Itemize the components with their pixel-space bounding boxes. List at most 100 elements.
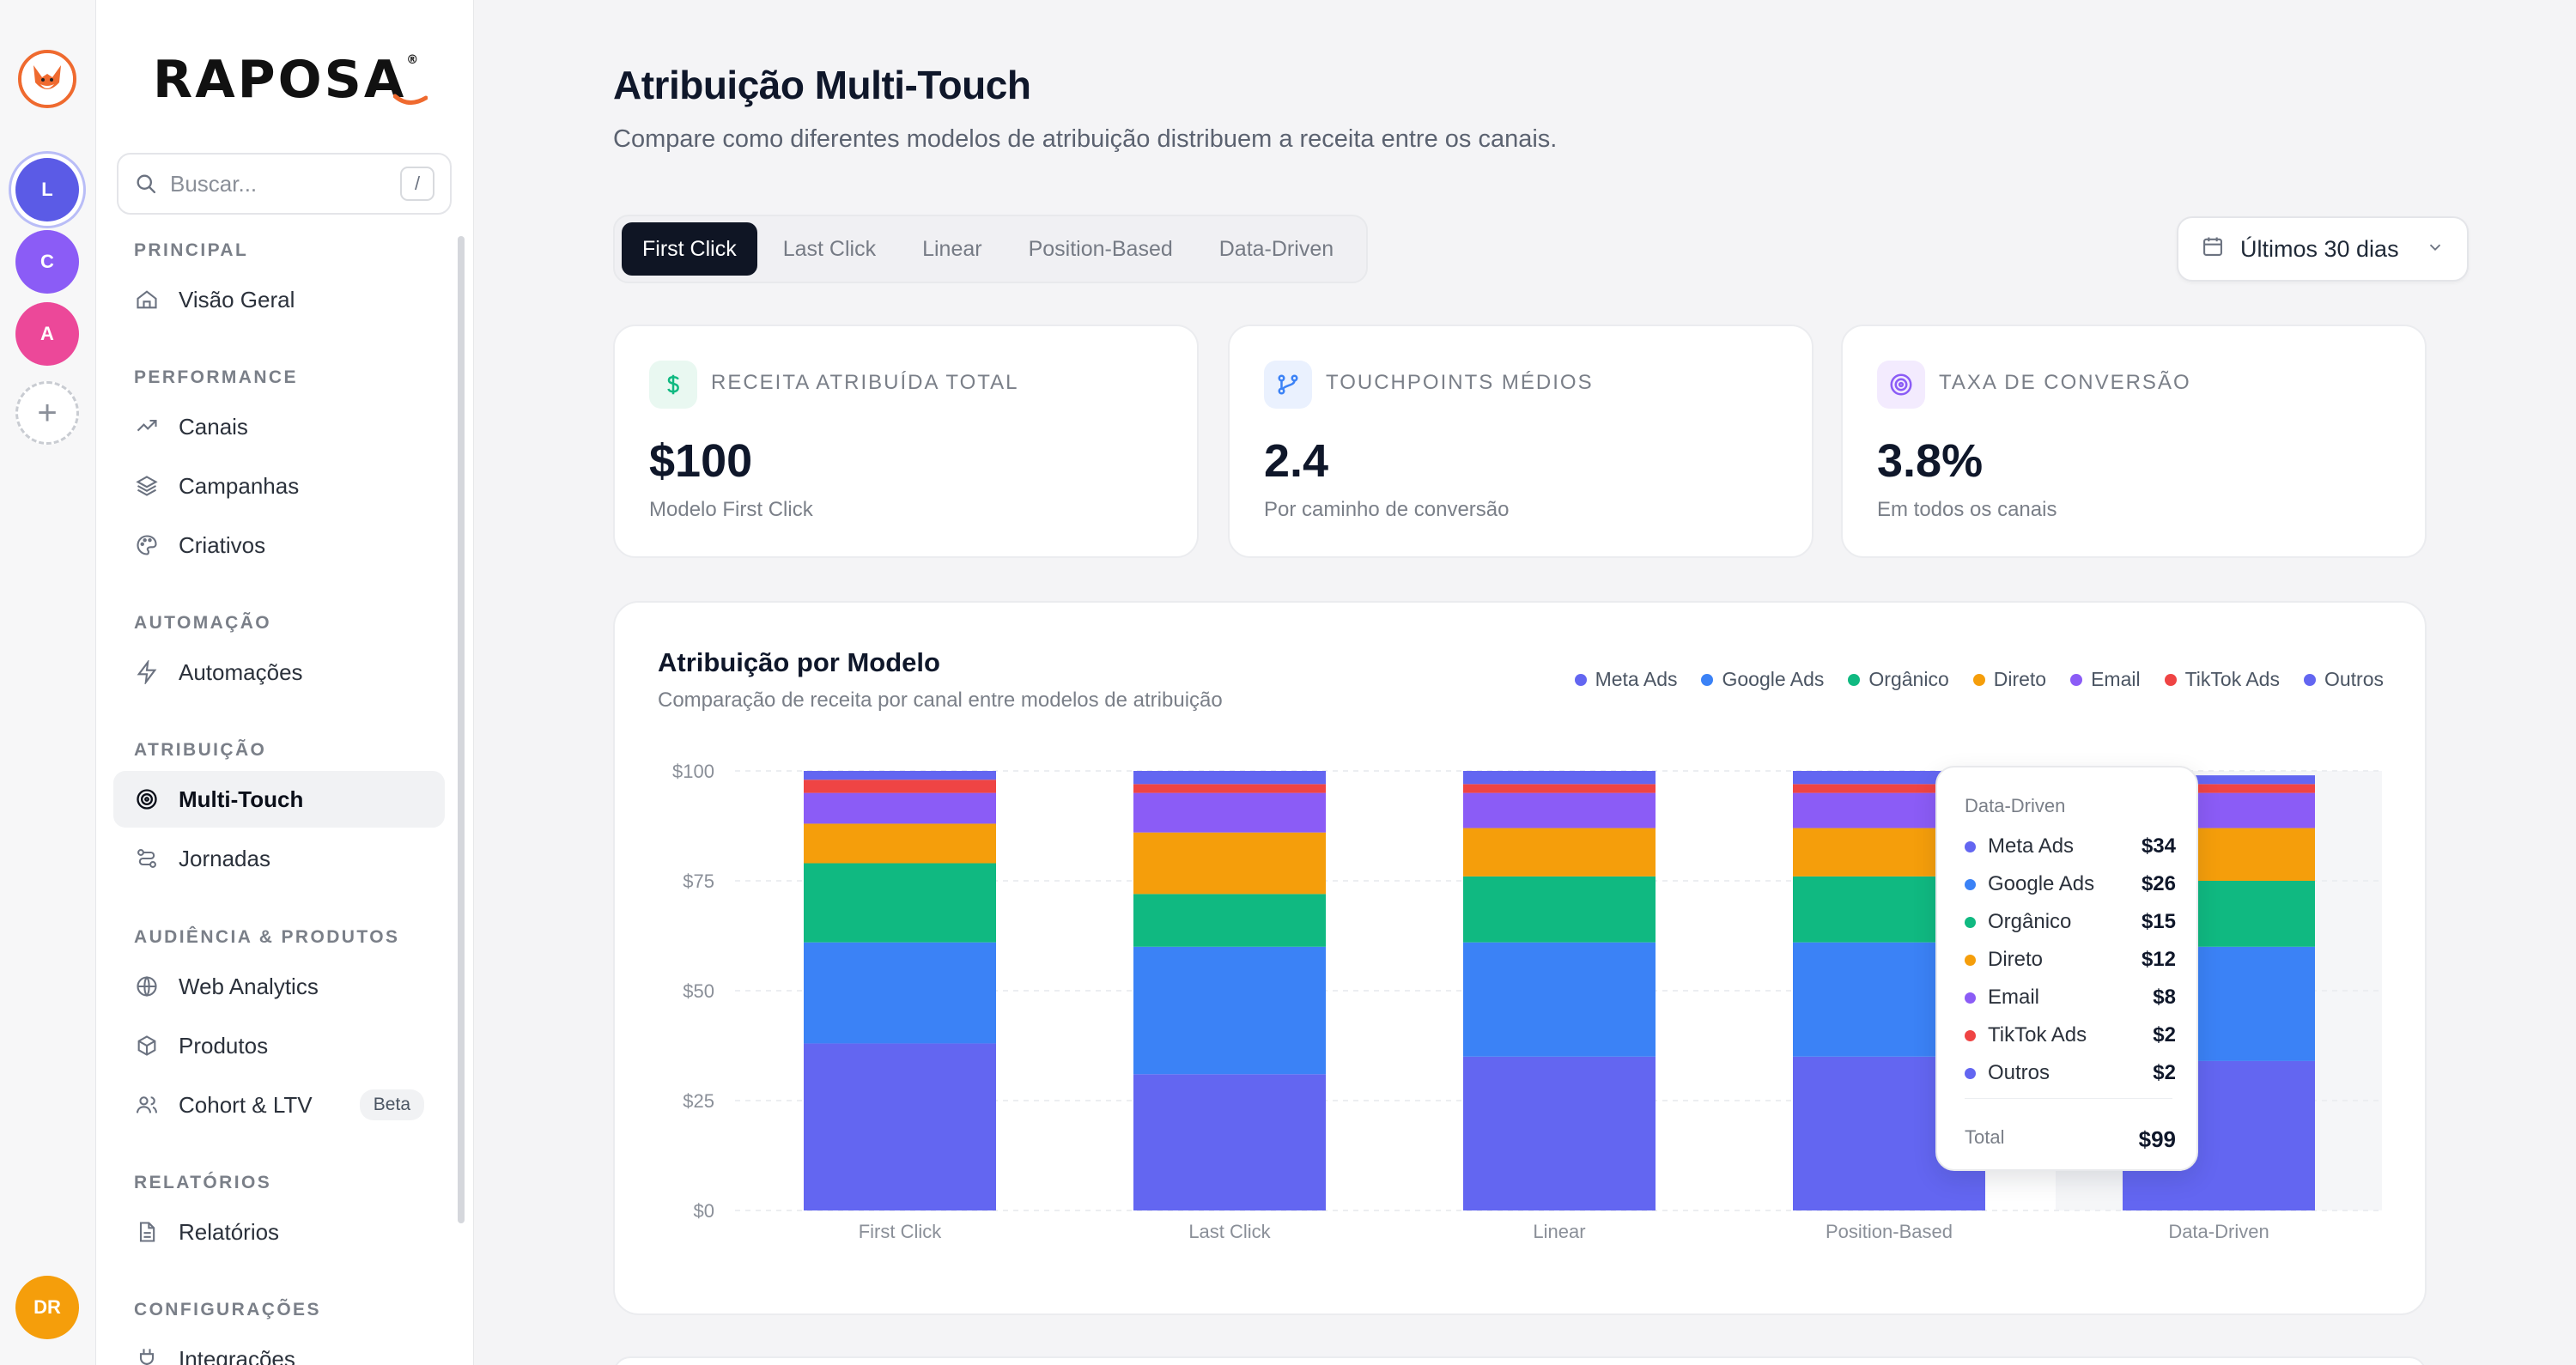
tooltip-row: Orgânico $15 <box>1965 910 2176 934</box>
y-tick-label: $100 <box>672 761 714 782</box>
legend-item[interactable]: Email <box>2070 668 2141 691</box>
search-shortcut-key: / <box>400 167 434 201</box>
tab-first-click[interactable]: First Click <box>622 222 757 276</box>
target-icon <box>1877 361 1925 409</box>
legend-item[interactable]: Orgânico <box>1848 668 1949 691</box>
sidebar-item-label: Integrações <box>179 1345 295 1365</box>
bar-segment <box>2123 775 2315 785</box>
tab-last-click[interactable]: Last Click <box>782 236 877 261</box>
sidebar: RAPOSA® / PRINCIPAL Visão Geral PERFORMA… <box>96 0 474 1365</box>
sidebar-item-canais[interactable]: Canais <box>113 398 445 455</box>
kpi-footnote: Por caminho de conversão <box>1264 498 1510 521</box>
nav-section-configuracoes: CONFIGURAÇÕES <box>134 1300 321 1320</box>
bar-segment <box>804 1043 996 1210</box>
tab-position-based[interactable]: Position-Based <box>1028 236 1173 261</box>
search-input[interactable] <box>170 170 376 197</box>
tooltip-row: Meta Ads $34 <box>1965 834 2176 858</box>
sidebar-item-campanhas[interactable]: Campanhas <box>113 458 445 514</box>
calendar-icon <box>2201 234 2225 264</box>
x-tick-label: Last Click <box>1188 1221 1271 1242</box>
bar-segment <box>1793 784 1985 793</box>
sidebar-item-cohort-ltv[interactable]: Cohort & LTV Beta <box>113 1077 445 1133</box>
sidebar-item-label: Canais <box>179 413 248 440</box>
tooltip-row: Google Ads $26 <box>1965 872 2176 896</box>
bar-segment <box>1463 876 1656 943</box>
kpi-label: TAXA DE CONVERSÃO <box>1939 371 2191 394</box>
workspace-c-button[interactable]: C <box>15 230 79 294</box>
attribution-chart-card: $0 $25 $50 $75 $100 First Click Last Click Line… <box>613 601 2427 1315</box>
sidebar-item-label: Campanhas <box>179 472 300 499</box>
tab-data-driven[interactable]: Data-Driven <box>1218 236 1334 261</box>
bar-segment <box>1463 1056 1656 1210</box>
sidebar-item-relatorios[interactable]: Relatórios <box>113 1204 445 1260</box>
sidebar-item-label: Jornadas <box>179 845 270 871</box>
workspace-a-button[interactable]: A <box>15 302 79 366</box>
sidebar-item-multi-touch[interactable]: Multi-Touch <box>113 771 445 828</box>
lightning-icon <box>134 659 160 685</box>
kpi-value: 2.4 <box>1264 435 1329 487</box>
bar-segment <box>1133 1074 1326 1210</box>
sidebar-item-label: Produtos <box>179 1032 269 1059</box>
tooltip-title: Data-Driven <box>1965 795 2066 816</box>
sidebar-item-integracoes[interactable]: Integrações <box>113 1331 445 1365</box>
bar-segment <box>1133 771 1326 785</box>
chart-subtitle: Comparação de receita por canal entre mo… <box>658 689 1223 712</box>
sidebar-item-criativos[interactable]: Criativos <box>113 517 445 573</box>
add-workspace-button[interactable]: + <box>15 381 79 445</box>
plus-icon: + <box>37 393 58 432</box>
bar-segment <box>1463 828 1656 877</box>
y-tick-label: $25 <box>683 1090 714 1112</box>
kpi-value: $100 <box>649 435 753 487</box>
date-range-select[interactable]: Últimos 30 dias <box>2177 216 2469 282</box>
kpi-footnote: Modelo First Click <box>649 498 813 521</box>
sidebar-item-label: Relatórios <box>179 1218 280 1245</box>
layers-icon <box>134 473 160 499</box>
palette-icon <box>134 532 160 558</box>
workspace-l-button[interactable]: L <box>15 158 79 221</box>
sidebar-item-label: Visão Geral <box>179 286 295 312</box>
tab-linear[interactable]: Linear <box>922 236 982 261</box>
tooltip-row: Outros $2 <box>1965 1061 2176 1085</box>
legend-item[interactable]: Meta Ads <box>1574 668 1677 691</box>
sidebar-item-produtos[interactable]: Produtos <box>113 1017 445 1074</box>
x-tick-label: Position-Based <box>1826 1221 1953 1242</box>
globe-icon <box>134 974 160 999</box>
sidebar-scrollbar[interactable] <box>458 236 465 1223</box>
nav-section-atribuicao: ATRIBUIÇÃO <box>134 740 267 760</box>
x-tick-label: Data-Driven <box>2168 1221 2269 1242</box>
bar-segment <box>804 771 996 780</box>
sidebar-item-web-analytics[interactable]: Web Analytics <box>113 958 445 1015</box>
target-icon <box>134 786 160 812</box>
bar-segment <box>2123 784 2315 793</box>
legend-item[interactable]: Direto <box>1972 668 2046 691</box>
legend-item[interactable]: TikTok Ads <box>2164 668 2280 691</box>
tooltip-total: Total $99 <box>1965 1126 2176 1152</box>
tooltip-row: Email $8 <box>1965 986 2176 1010</box>
sidebar-item-label: Criativos <box>179 531 266 558</box>
kpi-card-receita: RECEITA ATRIBUÍDA TOTAL $100 Modelo Firs… <box>613 325 1199 558</box>
search-box[interactable]: / <box>117 153 452 215</box>
nav-section-automacao: AUTOMAÇÃO <box>134 613 272 633</box>
sidebar-item-automacoes[interactable]: Automações <box>113 644 445 701</box>
sidebar-item-visao-geral[interactable]: Visão Geral <box>113 271 445 328</box>
fox-logo-icon[interactable] <box>18 50 76 108</box>
bar-segment <box>1133 784 1326 793</box>
nav-section-relatorios: RELATÓRIOS <box>134 1173 272 1192</box>
bar-segment <box>1133 792 1326 833</box>
nav-section-audiencia: AUDIÊNCIA & PRODUTOS <box>134 927 400 947</box>
users-icon <box>134 1092 160 1118</box>
user-avatar[interactable]: DR <box>15 1276 79 1339</box>
brand-logo[interactable]: RAPOSA® <box>153 50 422 110</box>
box-icon <box>134 1033 160 1059</box>
legend-item[interactable]: Google Ads <box>1701 668 1824 691</box>
chevron-down-icon <box>2426 236 2445 263</box>
legend-item[interactable]: Outros <box>2303 668 2384 691</box>
home-icon <box>134 287 160 312</box>
nav-section-performance: PERFORMANCE <box>134 367 298 387</box>
sidebar-item-label: Multi-Touch <box>179 786 304 812</box>
bar-segment <box>1463 792 1656 828</box>
tooltip-divider <box>1965 1098 2172 1099</box>
sidebar-item-jornadas[interactable]: Jornadas <box>113 830 445 887</box>
date-range-label: Últimos 30 dias <box>2240 235 2399 262</box>
nav-section-principal: PRINCIPAL <box>134 240 249 260</box>
